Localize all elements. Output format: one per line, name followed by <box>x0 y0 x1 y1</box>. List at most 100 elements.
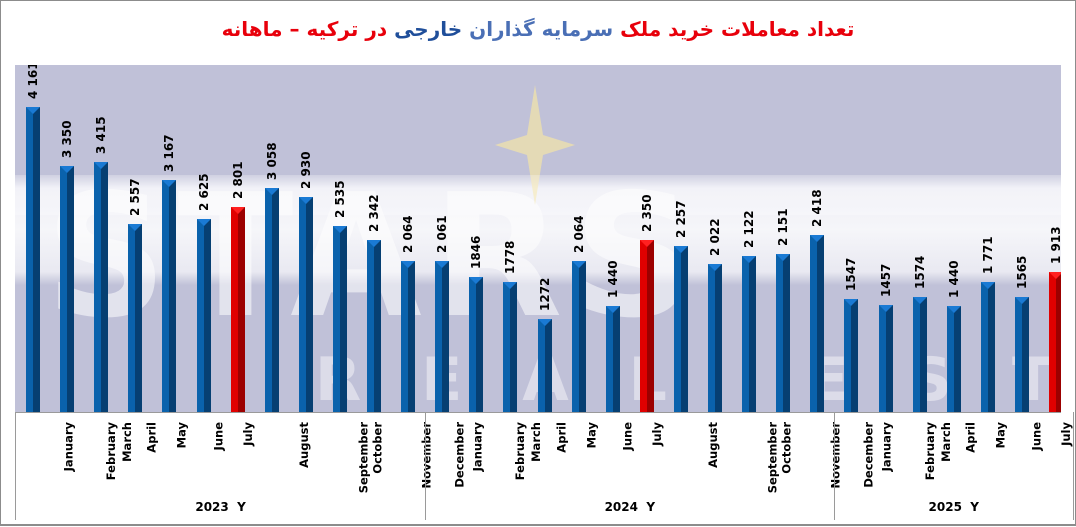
x-tick-label: April <box>963 422 978 453</box>
bar-2025-june <box>1014 297 1029 412</box>
bar-2024-april <box>537 319 552 412</box>
x-tick-label: May <box>174 422 189 449</box>
data-label: 2 022 <box>708 218 722 256</box>
bar-2023-october <box>332 226 347 412</box>
bar-2024-march <box>503 282 518 412</box>
x-tick-label: January <box>879 422 894 472</box>
data-label: 3 350 <box>60 120 75 158</box>
x-tick-label: March <box>529 422 544 462</box>
data-label: 1547 <box>844 257 859 291</box>
bar-2024-january <box>435 261 450 412</box>
x-tick-label: April <box>144 422 159 453</box>
data-label: 2 801 <box>230 161 245 199</box>
bar-2023-august <box>264 188 279 412</box>
x-tick-label: February <box>513 422 528 481</box>
x-tick-label: January <box>470 422 485 472</box>
x-tick-label: April <box>554 422 569 453</box>
data-label: 1846 <box>469 235 484 269</box>
data-label: 3 415 <box>94 116 109 154</box>
group-separator <box>833 412 835 520</box>
data-label: 2 535 <box>332 180 347 218</box>
group-separator <box>1072 412 1074 520</box>
data-label: 1 771 <box>980 236 995 274</box>
group-separator <box>15 412 16 520</box>
x-tick-label: June <box>620 422 635 451</box>
bar-2023-april <box>128 224 143 412</box>
x-tick-label: July <box>1058 422 1073 446</box>
bar-2023-december <box>401 261 416 412</box>
data-label: 2 557 <box>128 178 143 216</box>
x-tick-label: January <box>61 422 76 472</box>
bar-2024-november <box>776 254 791 412</box>
title-segment: خارجی <box>387 17 463 41</box>
bar-2025-april <box>946 306 961 412</box>
bar-2025-january <box>844 299 859 412</box>
x-tick-label: May <box>993 422 1008 449</box>
x-tick-label: November <box>419 422 434 489</box>
data-label: 1778 <box>503 240 518 274</box>
data-label: 1457 <box>878 263 893 297</box>
bar-2024-june <box>605 306 620 412</box>
year-group-label: 2024 Y <box>604 500 656 514</box>
data-label: 2 350 <box>639 194 654 232</box>
bar-2025-july <box>1049 272 1061 412</box>
x-tick-label: February <box>104 422 119 481</box>
bar-2025-february <box>878 305 893 412</box>
data-label: 2 061 <box>435 215 450 253</box>
bar-2023-march <box>94 162 109 412</box>
year-group-label: 2025 Y <box>928 500 979 514</box>
x-tick-label: October <box>779 422 794 474</box>
data-label: 2 064 <box>401 215 416 253</box>
bar-2025-march <box>912 297 927 412</box>
data-label: 2 122 <box>742 210 757 248</box>
x-tick-label: September <box>356 422 371 494</box>
data-label: 2 342 <box>367 194 381 232</box>
data-label: 1272 <box>537 277 552 311</box>
x-tick-label: September <box>765 422 780 494</box>
bar-2024-may <box>571 261 586 412</box>
x-tick-label: August <box>705 422 720 468</box>
bar-2024-october <box>742 256 757 412</box>
bar-2024-september <box>708 264 722 412</box>
bar-2023-february <box>60 166 75 412</box>
data-label: 2 151 <box>776 208 791 246</box>
x-tick-label: March <box>120 422 135 462</box>
data-label: 1 440 <box>605 260 620 298</box>
x-tick-label: July <box>240 422 255 446</box>
x-tick-label: December <box>452 422 467 488</box>
bar-2024-february <box>469 277 484 412</box>
bar-2023-july <box>230 207 245 412</box>
data-label: 1565 <box>1014 255 1029 289</box>
x-axis: January February March April May June July Augu… <box>15 412 1074 520</box>
bar-2024-august <box>673 246 688 412</box>
x-tick-label: July <box>649 422 664 446</box>
title-segment: سرمایه گذاران <box>462 17 614 41</box>
bar-2023-june <box>196 219 211 412</box>
data-label: 3 167 <box>162 134 177 172</box>
bar-2023-january <box>26 107 40 412</box>
x-tick-label: November <box>828 422 843 489</box>
x-tick-label: June <box>210 422 225 451</box>
x-tick-label: February <box>922 422 937 481</box>
x-tick-label: May <box>583 422 598 449</box>
data-label: 2 418 <box>810 189 825 227</box>
bar-2024-july <box>639 240 654 412</box>
data-label: 2 257 <box>673 200 688 238</box>
data-label: 3 058 <box>264 142 279 180</box>
x-tick-label: June <box>1029 422 1044 451</box>
bar-2025-may <box>980 282 995 412</box>
x-tick-label: December <box>861 422 876 488</box>
bar-2023-september <box>298 197 313 412</box>
plot-highlight-band <box>15 175 1061 285</box>
x-tick-label: October <box>370 422 385 474</box>
title-segment: تعداد معاملات خرید ملک <box>613 17 855 41</box>
x-tick-label: August <box>296 422 311 468</box>
chart-title: تعداد معاملات خرید ملک سرمایه گذاران خار… <box>1 15 1075 43</box>
group-separator <box>424 412 426 520</box>
x-axis-line <box>15 412 1061 413</box>
data-label: 2 625 <box>196 173 211 211</box>
data-label: 1 913 <box>1049 226 1061 264</box>
year-group-label: 2023 Y <box>195 500 246 514</box>
